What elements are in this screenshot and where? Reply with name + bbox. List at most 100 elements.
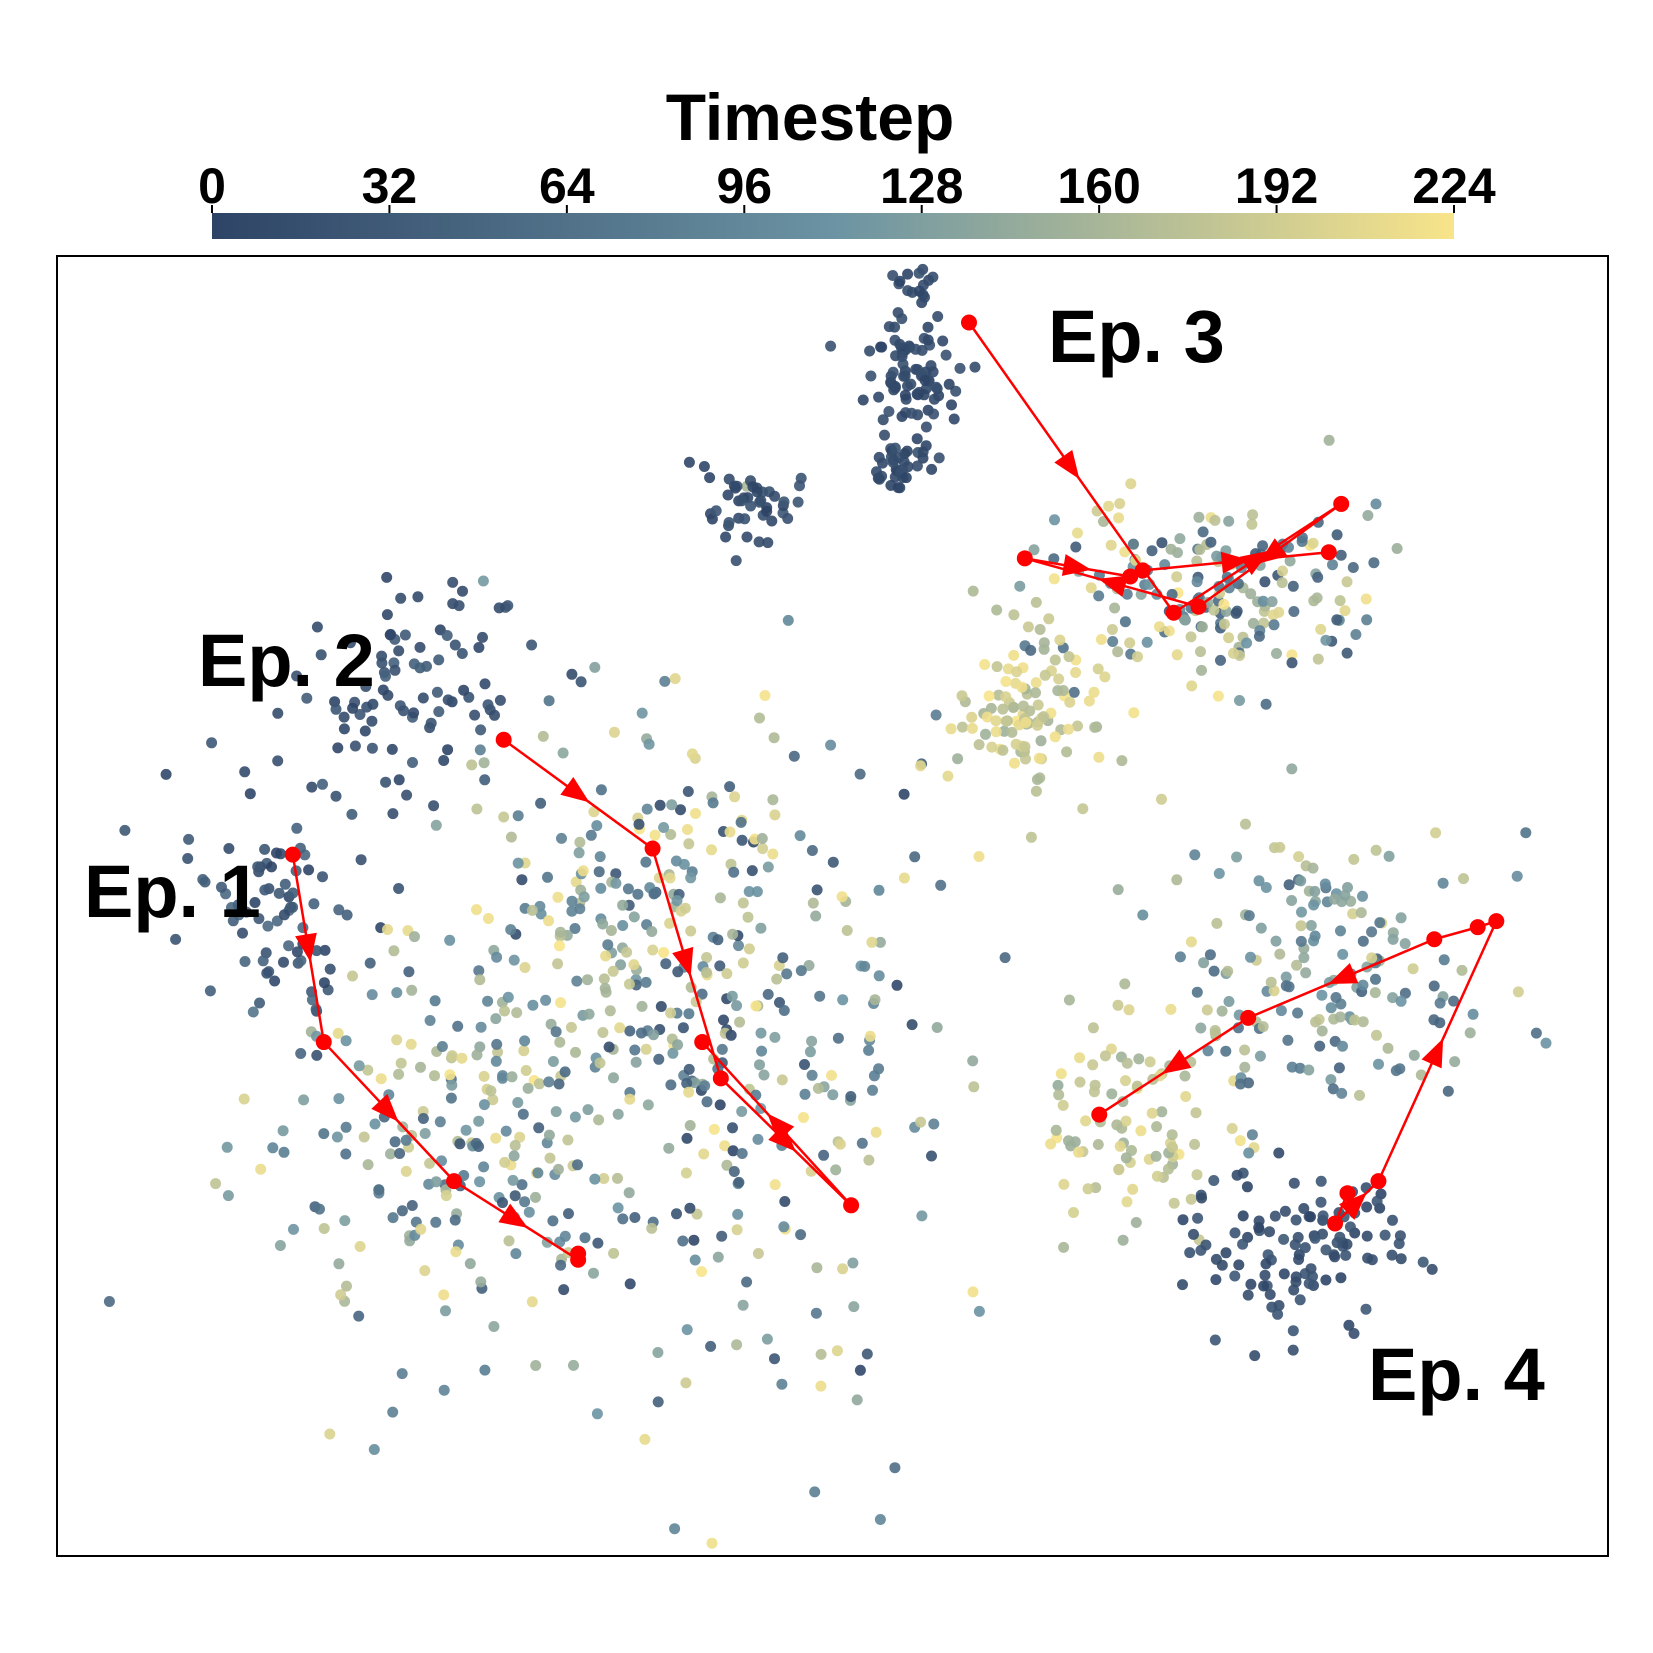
scatter-point [1156,537,1168,549]
scatter-point [1374,917,1386,929]
scatter-point [664,917,676,929]
scatter-point [902,285,914,297]
scatter-point [826,1069,837,1081]
scatter-point [482,995,494,1007]
scatter-point [1428,980,1440,992]
scatter-point [526,639,538,651]
scatter-point [905,378,917,390]
scatter-point [728,866,740,878]
scatter-point [1191,576,1203,588]
scatter-point [1074,1076,1086,1088]
scatter-point [1049,654,1061,666]
scatter-point [991,661,1003,673]
scatter-point [761,1333,773,1345]
scatter-point [1141,636,1153,648]
scatter-point [396,1368,408,1380]
scatter-point [681,1132,693,1144]
scatter-point [743,886,755,897]
scatter-point [1266,596,1278,608]
scatter-point [1320,1274,1332,1286]
scatter-point [498,811,510,823]
colorbar-tick-label: 32 [362,158,418,214]
scatter-point [446,1079,458,1091]
scatter-point [624,1278,636,1290]
scatter-point [1249,1350,1261,1362]
scatter-point [979,659,991,670]
scatter-point [1205,536,1217,548]
scatter-point [1307,537,1319,549]
scatter-point [827,1089,839,1101]
trajectory-ep-3 [960,314,1350,621]
scatter-point [967,585,979,597]
scatter-point [648,888,660,900]
trajectory-point [315,1034,332,1051]
scatter-point [906,407,918,419]
trajectory-point [446,1173,463,1190]
scatter-point [257,955,269,967]
scatter-point [708,1123,720,1135]
scatter-point [704,472,716,484]
scatter-point [723,517,735,528]
scatter-point [607,965,619,977]
scatter-point [566,895,578,907]
scatter-point [261,967,273,979]
scatter-point [1350,629,1362,640]
scatter-point [834,1138,846,1150]
scatter-point [1031,774,1043,785]
scatter-point [1082,1183,1094,1195]
scatter-point [1354,1089,1365,1101]
scatter-point [851,1394,863,1406]
scatter-point [1220,1045,1232,1057]
scatter-point [381,609,393,621]
scatter-point [417,692,429,704]
scatter-point [291,946,303,958]
scatter-point [1109,602,1121,614]
scatter-point [724,826,736,838]
scatter-point [755,495,767,507]
scatter-point [754,1059,765,1071]
scatter-point [1341,647,1353,659]
scatter-point [1080,1115,1092,1127]
scatter-point [1275,1005,1287,1017]
scatter-point [400,1165,412,1177]
scatter-point [731,1224,743,1236]
scatter-point [516,874,528,886]
trajectory-ep-2 [495,731,860,1214]
scatter-point [574,836,586,848]
scatter-point [672,966,684,978]
scatter-point [640,976,652,988]
scatter-point [665,1079,677,1091]
scatter-point [682,824,693,835]
scatter-point [512,810,524,822]
scatter-point [906,1019,918,1031]
scatter-point [632,888,644,900]
scatter-point [482,913,494,924]
scatter-point [629,1044,641,1056]
scatter-point [1284,555,1296,567]
scatter-point [837,994,849,1006]
scatter-point [479,774,491,786]
scatter-point [582,974,593,986]
scatter-point [1417,1256,1429,1268]
colorbar-tick-label: 224 [1412,158,1496,214]
scatter-point [1245,588,1257,600]
scatter-point [734,1016,746,1028]
scatter-point [1348,1328,1360,1339]
scatter-point [1210,1253,1222,1265]
scatter-point [1366,952,1378,964]
scatter-point [777,952,789,964]
scatter-point [859,960,871,972]
trajectory-arrow [1161,1049,1192,1074]
trajectory-point [1134,562,1151,579]
scatter-point [1030,596,1042,608]
scatter-point [393,1068,405,1080]
trajectory-arrow [672,946,694,977]
scatter-point [1370,498,1382,510]
scatter-point [1123,1004,1135,1016]
scatter-point [266,861,277,873]
scatter-point [255,1163,267,1175]
scatter-point [1061,746,1073,758]
scatter-point [414,641,426,653]
scatter-point [1014,580,1026,592]
scatter-point [385,1148,396,1160]
